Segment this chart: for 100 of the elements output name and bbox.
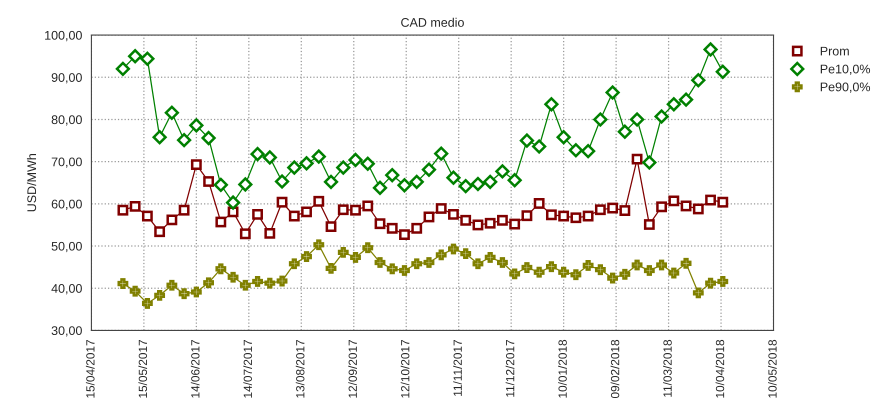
y-tick-label: 100,00 — [45, 30, 82, 42]
point — [580, 144, 596, 158]
point — [546, 209, 557, 220]
y-tick-label: 30,00 — [52, 326, 82, 337]
point — [142, 210, 153, 222]
point — [190, 159, 202, 170]
point — [262, 150, 277, 165]
point — [424, 257, 434, 268]
point — [350, 204, 361, 216]
x-tick-label: 15/05/2017 — [138, 340, 148, 398]
x-tick-label: 09/02/2018 — [610, 340, 620, 398]
point — [703, 42, 718, 57]
x-tick-label: 10/04/2018 — [716, 340, 724, 398]
point — [313, 239, 324, 250]
point — [276, 196, 288, 208]
point — [716, 64, 730, 79]
point — [130, 200, 141, 212]
point — [312, 149, 326, 164]
point — [448, 244, 459, 254]
point — [497, 214, 508, 226]
point — [644, 219, 655, 230]
point — [508, 173, 522, 188]
point — [228, 272, 238, 283]
point — [717, 196, 728, 208]
point — [178, 288, 190, 300]
point — [130, 286, 141, 297]
point — [705, 278, 716, 289]
point — [619, 205, 630, 216]
point — [558, 266, 570, 278]
point — [632, 260, 643, 270]
point — [509, 268, 520, 280]
legend-label: Pe10,0% — [820, 64, 870, 75]
point — [472, 258, 484, 270]
point — [140, 52, 155, 66]
y-tick-label: 40,00 — [51, 284, 82, 294]
point — [484, 218, 496, 229]
point — [313, 196, 324, 207]
point — [360, 156, 375, 171]
point — [166, 280, 178, 291]
point — [632, 154, 643, 165]
point — [362, 242, 374, 254]
y-tick-label: 70,00 — [52, 157, 82, 168]
point — [226, 195, 240, 210]
y-tick-label: 60,00 — [52, 200, 82, 210]
point — [680, 200, 692, 212]
point — [336, 160, 350, 175]
point — [568, 143, 584, 158]
point — [374, 257, 386, 268]
point — [338, 246, 349, 258]
x-tick-label: 14/07/2017 — [243, 340, 252, 398]
point — [520, 133, 534, 148]
point — [534, 266, 545, 278]
point — [436, 249, 447, 260]
chart-title: CAD medio — [401, 18, 464, 27]
point — [692, 203, 704, 214]
x-tick-label: 13/08/2017 — [296, 340, 304, 398]
point — [594, 264, 606, 276]
point — [446, 170, 461, 185]
legend-label: Pe90,0% — [820, 82, 870, 93]
point — [705, 194, 716, 206]
point — [411, 222, 422, 234]
point — [410, 174, 424, 190]
point — [458, 178, 473, 194]
point — [201, 130, 216, 146]
point — [448, 208, 459, 220]
point — [287, 160, 302, 175]
point — [509, 218, 520, 230]
y-axis-title: USD/MWh — [26, 154, 36, 212]
x-tick-label: 11/12/2017 — [506, 340, 514, 397]
point — [656, 260, 667, 270]
point — [570, 212, 582, 224]
point — [497, 257, 508, 268]
point — [299, 156, 314, 170]
point — [238, 177, 252, 192]
point — [189, 118, 204, 133]
point — [301, 206, 312, 218]
point — [422, 162, 436, 177]
point — [203, 277, 214, 288]
point — [250, 146, 265, 162]
point — [618, 124, 632, 139]
point — [374, 218, 386, 230]
point — [240, 228, 251, 240]
point — [117, 278, 128, 289]
point — [717, 276, 728, 287]
point — [570, 269, 582, 280]
point — [116, 62, 130, 76]
point — [556, 130, 571, 144]
point — [483, 174, 498, 190]
x-tick-label: 15/04/2017 — [86, 340, 95, 398]
point — [288, 258, 300, 270]
point — [593, 112, 608, 127]
point — [607, 272, 618, 284]
point — [668, 268, 680, 278]
point — [338, 204, 349, 216]
point — [619, 268, 630, 280]
point — [582, 260, 594, 271]
x-tick-label: 10/05/2018 — [768, 340, 777, 398]
point — [399, 265, 410, 276]
point — [264, 278, 276, 289]
point — [117, 204, 128, 216]
